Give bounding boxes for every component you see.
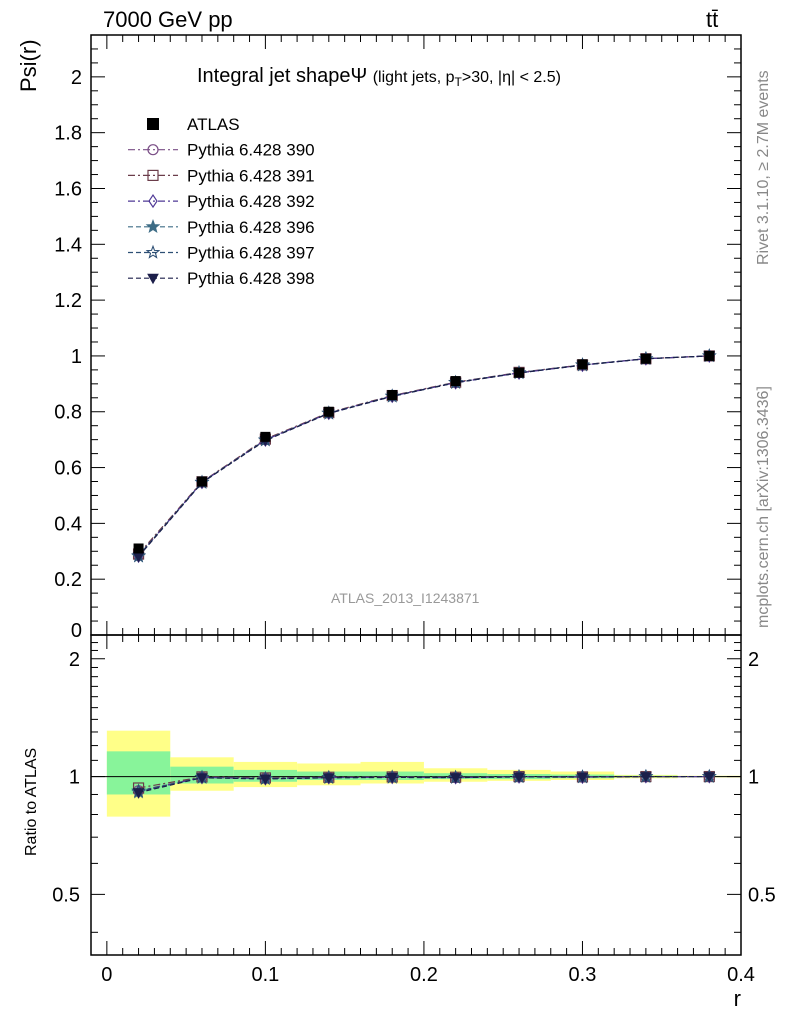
energy-label: 7000 GeV pp (103, 7, 233, 32)
ratio-series-point (640, 772, 652, 783)
atlas-data-point (196, 476, 207, 487)
y-tick-label: 0.6 (54, 458, 82, 480)
atlas-data-point (260, 431, 271, 442)
ratio-y-tick-label-right: 0.5 (748, 884, 776, 906)
x-tick-label: 0.3 (569, 964, 597, 986)
legend-entry: Pythia 6.428 397 (187, 244, 315, 263)
ratio-y-axis-title: Ratio to ATLAS (23, 748, 40, 856)
title-sub-a: (light jets, p (372, 69, 455, 86)
series-line (138, 355, 710, 557)
series-line (138, 355, 710, 557)
ratio-series-point (259, 774, 272, 785)
rivet-label: Rivet 3.1.10, ≥ 2.7M events (755, 70, 772, 265)
title-main: Integral jet shapeΨ (197, 65, 368, 87)
legend-entry: Pythia 6.428 392 (187, 192, 315, 211)
atlas-data-point (640, 353, 651, 364)
title-sub-t: T (454, 75, 462, 90)
y-tick-label: 1 (71, 346, 82, 368)
atlas-data-point (387, 390, 398, 400)
ratio-series-point (196, 773, 208, 784)
mcplots-label: mcplots.cern.ch [arXiv:1306.3436] (755, 386, 772, 628)
series-line (138, 355, 710, 557)
ratio-series-point (386, 772, 399, 784)
x-tick-label: 0.2 (410, 964, 438, 986)
watermark: ATLAS_2013_I1243871 (331, 590, 480, 606)
ratio-y-tick-label-right: 1 (748, 767, 759, 789)
ratio-panel (90, 634, 742, 956)
y-tick-label: 0.4 (54, 513, 82, 535)
atlas-data-point (704, 350, 715, 361)
ratio-series-point (576, 772, 589, 784)
ratio-frame (90, 634, 742, 956)
series-line (138, 355, 710, 555)
x-tick-label: 0.1 (251, 964, 279, 986)
ratio-y-tick-label: 0.5 (52, 884, 80, 906)
atlas-data-point (133, 543, 144, 554)
process-label: tt̄ (706, 7, 719, 32)
atlas-data-point (577, 359, 588, 370)
atlas-data-point (450, 376, 461, 387)
legend-marker (145, 244, 161, 259)
ratio-series-point (513, 772, 525, 783)
legend-marker (147, 169, 159, 181)
legend-marker (145, 218, 161, 234)
ratio-series-point (449, 773, 462, 784)
x-tick-label: 0 (101, 964, 112, 986)
x-axis-title: r (734, 986, 741, 1011)
series-line (138, 355, 710, 556)
atlas-data-point (514, 367, 525, 378)
legend-entry: ATLAS (187, 115, 240, 134)
y-tick-label: 0.2 (54, 569, 82, 591)
y-tick-label: 1.4 (54, 234, 82, 256)
ratio-series-point (132, 788, 145, 799)
legend-marker (147, 273, 159, 285)
legend-entry: Pythia 6.428 391 (187, 166, 315, 185)
ratio-y-tick-label: 2 (69, 649, 80, 671)
ratio-y-tick-label-right: 2 (748, 649, 759, 671)
ratio-series-point (703, 772, 716, 783)
legend-entry: Pythia 6.428 398 (187, 269, 315, 288)
legend-marker (148, 194, 158, 209)
atlas-data-point (323, 406, 334, 417)
legend-marker (147, 118, 159, 130)
series-line (138, 355, 710, 557)
y-tick-label: 0.8 (54, 402, 82, 424)
y-tick-label: 1.8 (54, 123, 82, 145)
y-tick-label: 1.2 (54, 290, 82, 312)
legend-entry: Pythia 6.428 396 (187, 218, 315, 237)
legend-entry: Pythia 6.428 390 (187, 141, 315, 160)
ratio-series-line (138, 775, 710, 794)
ratio-y-tick-label: 1 (69, 767, 80, 789)
ratio-series-point (322, 773, 335, 784)
y-axis-title: Psi(r) (16, 39, 41, 92)
y-tick-label: 0 (71, 620, 82, 642)
figure-text: 0 0.2 0.4 0.6 0.8 1 1.2 1.4 1.6 1.8 2 0 0.1 0.2 0.3 0.4… (16, 39, 776, 1011)
y-tick-label: 2 (71, 67, 82, 89)
title-sub-b: >30, |η| < 2.5) (461, 69, 561, 86)
title-sub: (light jets, pT>30, |η| < 2.5) (372, 69, 561, 90)
x-tick-label: 0.4 (727, 964, 755, 986)
y-tick-label: 1.6 (54, 178, 82, 200)
legend-marker (147, 144, 159, 156)
chart-title: Integral jet shapeΨ (light jets, pT>30, … (197, 65, 561, 89)
